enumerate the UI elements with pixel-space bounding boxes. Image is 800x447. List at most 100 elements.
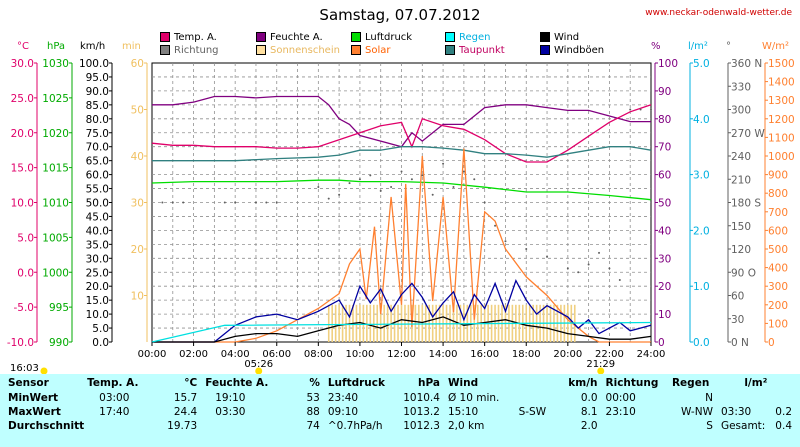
legend-sunshine: Sonnenschein <box>256 44 340 57</box>
left-time-label: 16:03 <box>10 363 39 374</box>
x-tick-label: 00:00 <box>138 349 167 360</box>
legend-humidity: Feuchte A. <box>256 31 323 44</box>
stats-cell-t_time <box>87 419 139 433</box>
y-tick-label-pressure: 1025 <box>42 93 69 105</box>
direction-dot <box>629 108 632 111</box>
direction-dot <box>442 162 445 165</box>
direction-dot <box>566 267 569 270</box>
direction-dot <box>161 201 164 204</box>
legend-swatch <box>351 45 361 55</box>
legend-rain: Regen <box>445 31 491 44</box>
stats-cell-w_val: 8.1 <box>580 406 598 418</box>
direction-dot <box>400 170 403 173</box>
stats-cell-w_extra <box>499 391 546 405</box>
header-pressure-unit: hPa <box>417 376 440 389</box>
legend-solar: Solar <box>351 44 390 57</box>
x-tick-label: 14:00 <box>429 349 458 360</box>
legend-swatch <box>445 45 455 55</box>
y-tick-label-wind: 15.0 <box>86 295 109 307</box>
stats-cell-p_time: ^0.7hPa/h <box>327 420 383 432</box>
direction-dot <box>431 193 434 196</box>
direction-dot <box>473 178 476 181</box>
y-tick-label-solar: 0 <box>768 337 775 349</box>
direction-dot <box>254 201 257 204</box>
stats-cell-w_extra: S-SW <box>518 406 547 418</box>
y-tick-label-pressure: 1010 <box>42 198 69 210</box>
y-tick-label-solar: 100 <box>768 318 788 330</box>
header-sensor: Sensor <box>8 376 49 389</box>
y-tick-label-direction: 30 <box>731 314 744 326</box>
header-pressure: Luftdruck <box>327 376 385 389</box>
y-tick-label-pressure: 1005 <box>42 232 69 244</box>
y-tick-label-wind: 85.0 <box>86 100 109 112</box>
y-tick-label-wind: 10.0 <box>86 309 109 321</box>
y-tick-label-solar: 200 <box>768 300 788 312</box>
y-tick-label-solar: 400 <box>768 263 788 275</box>
y-tick-label-wind: 40.0 <box>86 225 109 237</box>
y-tick-label-solar: 1000 <box>768 151 795 163</box>
y-tick-label-sun: 40 <box>131 151 144 163</box>
y-tick-label-wind: 95.0 <box>86 72 109 84</box>
x-tick-label: 22:00 <box>595 349 624 360</box>
y-tick-label-temp: 15.0 <box>11 163 34 175</box>
direction-dot <box>577 271 580 274</box>
direction-dot <box>338 193 341 196</box>
direction-dot <box>348 182 351 185</box>
direction-dots <box>161 108 652 281</box>
unit-sun: min <box>122 41 141 52</box>
legend-swatch <box>540 45 550 55</box>
y-tick-label-direction: 210 <box>731 174 751 186</box>
y-tick-label-direction: 120 <box>731 244 751 256</box>
direction-dot <box>275 201 278 204</box>
y-tick-label-pressure: 1015 <box>42 163 69 175</box>
y-tick-label-solar: 1300 <box>768 95 795 107</box>
y-tick-label-direction: 300 <box>731 105 751 117</box>
direction-dot <box>327 197 330 200</box>
y-tick-label-solar: 800 <box>768 188 788 200</box>
site-url[interactable]: www.neckar-odenwald-wetter.de <box>645 8 792 18</box>
y-tick-label-sun: 10 <box>131 291 144 303</box>
y-tick-label-direction: 90 O <box>731 267 756 279</box>
stats-cell-r_time: Gesamt: <box>720 420 766 432</box>
y-tick-label-humidity: 50 <box>658 198 671 210</box>
unit-solar: W/m² <box>762 41 790 52</box>
y-tick-label-direction: 0 N <box>731 337 749 349</box>
y-tick-label-direction: 360 N <box>731 58 762 70</box>
stats-cell-r_time: 03:30 <box>720 406 752 418</box>
y-tick-label-wind: 100.0 <box>79 58 109 70</box>
direction-dot <box>410 178 413 181</box>
y-tick-label-solar: 600 <box>768 225 788 237</box>
y-tick-label-humidity: 90 <box>658 86 671 98</box>
legend-swatch <box>160 45 170 55</box>
direction-dot <box>317 186 320 188</box>
direction-dot <box>504 240 507 243</box>
x-tick-label: 20:00 <box>553 349 582 360</box>
unit-humidity: % <box>651 41 661 52</box>
stats-cell-label: MaxWert <box>8 406 61 418</box>
direction-dot <box>608 267 611 270</box>
stats-cell-d_time <box>598 419 664 433</box>
y-tick-label-wind: 55.0 <box>86 184 109 196</box>
legend-swatch <box>256 45 266 55</box>
y-tick-label-temp: 20.0 <box>11 128 34 140</box>
y-tick-label-temp: 0.0 <box>17 267 34 279</box>
y-tick-label-solar: 1500 <box>768 58 795 70</box>
y-tick-label-solar: 1200 <box>768 114 795 126</box>
direction-dot <box>618 279 621 281</box>
y-tick-label-temp: -10.0 <box>7 337 34 349</box>
direction-dot <box>452 186 455 188</box>
y-tick-label-humidity: 0 <box>658 337 665 349</box>
sunrise-label: 05:26 <box>244 359 273 370</box>
sunrise-icon <box>255 367 263 374</box>
legend-pressure: Luftdruck <box>351 31 412 44</box>
y-tick-label-sun: 50 <box>131 105 144 117</box>
y-tick-label-pressure: 1030 <box>42 58 69 70</box>
stats-table: Sensor Temp. A. °C Feuchte A. % Luftdruc… <box>0 374 800 433</box>
stats-row-avg: Durchschnitt 19.73 74 ^0.7hPa/h 1012.3 2,0 km… <box>0 419 800 433</box>
y-tick-label-direction: 60 <box>731 291 744 303</box>
y-tick-label-wind: 45.0 <box>86 211 109 223</box>
y-tick-label-humidity: 20 <box>658 281 671 293</box>
x-tick-label: 12:00 <box>387 349 416 360</box>
stats-row-min: MinWert 03:00 15.7 19:10 53 23:40 1010.4 Ø 10 m… <box>0 391 800 405</box>
